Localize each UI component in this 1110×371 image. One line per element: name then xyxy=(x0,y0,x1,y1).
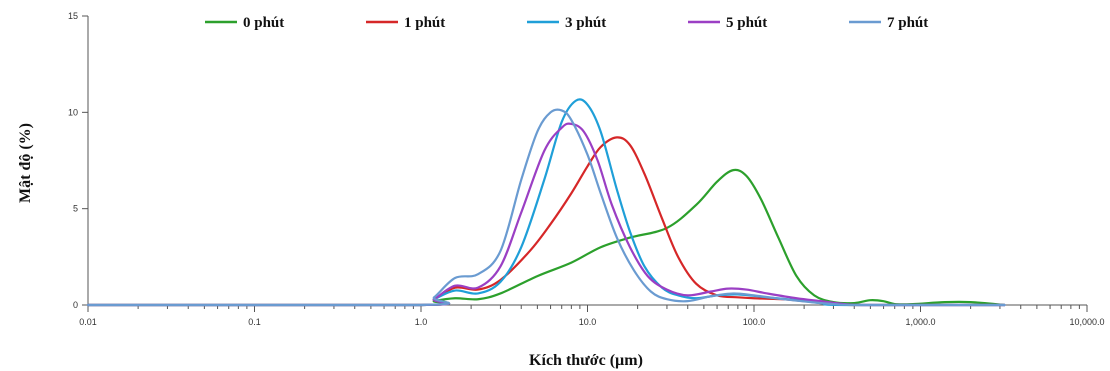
x-tick-label: 100.0 xyxy=(743,317,766,327)
legend-item: 3 phút xyxy=(527,15,606,31)
series-line-2 xyxy=(86,136,1006,307)
y-tick-label: 0 xyxy=(73,300,78,310)
y-tick-label: 10 xyxy=(68,107,78,117)
y-tick-label: 5 xyxy=(73,204,78,214)
legend-item: 1 phút xyxy=(366,15,445,31)
legend-label: 3 phút xyxy=(565,15,606,31)
x-axis-title: Kích thước (µm) xyxy=(529,352,643,369)
legend-label: 7 phút xyxy=(887,15,928,31)
legend-item: 5 phút xyxy=(688,15,767,31)
legend-item: 7 phút xyxy=(849,15,928,31)
series-line-4 xyxy=(86,122,1006,307)
chart-series-layer xyxy=(86,98,1006,307)
x-tick-label: 0.1 xyxy=(248,317,261,327)
legend-item: 0 phút xyxy=(205,15,284,31)
legend-label: 1 phút xyxy=(404,15,445,31)
x-tick-label: 0.01 xyxy=(79,317,97,327)
chart-legend: 0 phút 1 phút 3 phút 5 phút 7 phút xyxy=(205,15,928,31)
y-tick-label: 15 xyxy=(68,11,78,21)
legend-label: 5 phút xyxy=(726,15,767,31)
series-line-3 xyxy=(86,98,1006,307)
x-tick-label: 1.0 xyxy=(415,317,428,327)
series-line-5 xyxy=(86,108,1006,307)
x-tick-label: 10,000.0 xyxy=(1069,317,1104,327)
x-tick-label: 10.0 xyxy=(579,317,597,327)
legend-label: 0 phút xyxy=(243,15,284,31)
x-tick-label: 1,000.0 xyxy=(905,317,935,327)
series-line-1 xyxy=(86,168,1006,307)
y-axis-title: Mật độ (%) xyxy=(17,123,34,203)
